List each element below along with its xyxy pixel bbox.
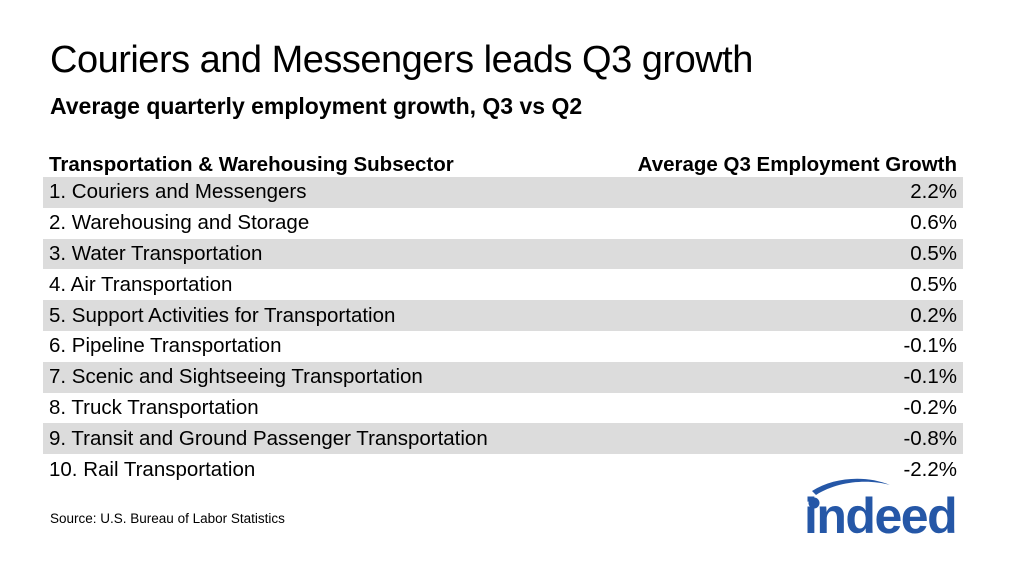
- table-row: 10. Rail Transportation -2.2%: [43, 454, 963, 485]
- table-row: 5. Support Activities for Transportation…: [43, 300, 963, 331]
- column-header-subsector: Transportation & Warehousing Subsector: [49, 153, 454, 176]
- indeed-logo: indeed: [804, 478, 958, 541]
- row-label: 9. Transit and Ground Passenger Transpor…: [49, 426, 488, 450]
- row-label: 7. Scenic and Sightseeing Transportation: [49, 365, 423, 389]
- logo-dot-icon: [808, 497, 820, 509]
- table-body: 1. Couriers and Messengers 2.2% 2. Warehou…: [43, 177, 963, 485]
- row-label: 1. Couriers and Messengers: [49, 180, 307, 204]
- chart-title: Couriers and Messengers leads Q3 growth: [50, 39, 753, 81]
- row-label: 3. Water Transportation: [49, 241, 263, 265]
- row-value: -0.1%: [903, 334, 957, 358]
- row-value: -2.2%: [903, 457, 957, 481]
- table-header: Transportation & Warehousing Subsector A…: [43, 147, 963, 177]
- table-row: 7. Scenic and Sightseeing Transportation…: [43, 361, 963, 393]
- row-label: 2. Warehousing and Storage: [49, 211, 310, 235]
- row-label: 5. Support Activities for Transportation: [49, 303, 396, 327]
- row-value: 0.5%: [910, 241, 957, 265]
- logo-wordmark: indeed: [804, 488, 956, 541]
- data-table: Transportation & Warehousing Subsector A…: [43, 147, 963, 485]
- table-row: 1. Couriers and Messengers 2.2%: [43, 177, 963, 208]
- row-value: 0.2%: [910, 303, 957, 327]
- logo-swoosh-icon: [812, 478, 890, 495]
- row-value: 0.6%: [910, 211, 957, 235]
- table-row: 2. Warehousing and Storage 0.6%: [43, 208, 963, 239]
- row-value: -0.8%: [903, 426, 957, 450]
- row-value: 0.5%: [910, 272, 957, 296]
- table-row: 9. Transit and Ground Passenger Transpor…: [43, 423, 963, 455]
- row-label: 6. Pipeline Transportation: [49, 334, 282, 358]
- table-row: 6. Pipeline Transportation -0.1%: [43, 331, 963, 362]
- row-value: -0.2%: [903, 395, 957, 419]
- source-note: Source: U.S. Bureau of Labor Statistics: [50, 511, 285, 526]
- table-row: 8. Truck Transportation -0.2%: [43, 393, 963, 424]
- column-header-growth: Average Q3 Employment Growth: [637, 153, 957, 176]
- row-label: 10. Rail Transportation: [49, 457, 256, 481]
- row-label: 4. Air Transportation: [49, 272, 233, 296]
- table-row: 4. Air Transportation 0.5%: [43, 269, 963, 300]
- chart-subtitle: Average quarterly employment growth, Q3 …: [50, 93, 583, 119]
- row-value: -0.1%: [903, 365, 957, 389]
- table-row: 3. Water Transportation 0.5%: [43, 238, 963, 270]
- row-value: 2.2%: [910, 180, 957, 204]
- row-label: 8. Truck Transportation: [49, 395, 259, 419]
